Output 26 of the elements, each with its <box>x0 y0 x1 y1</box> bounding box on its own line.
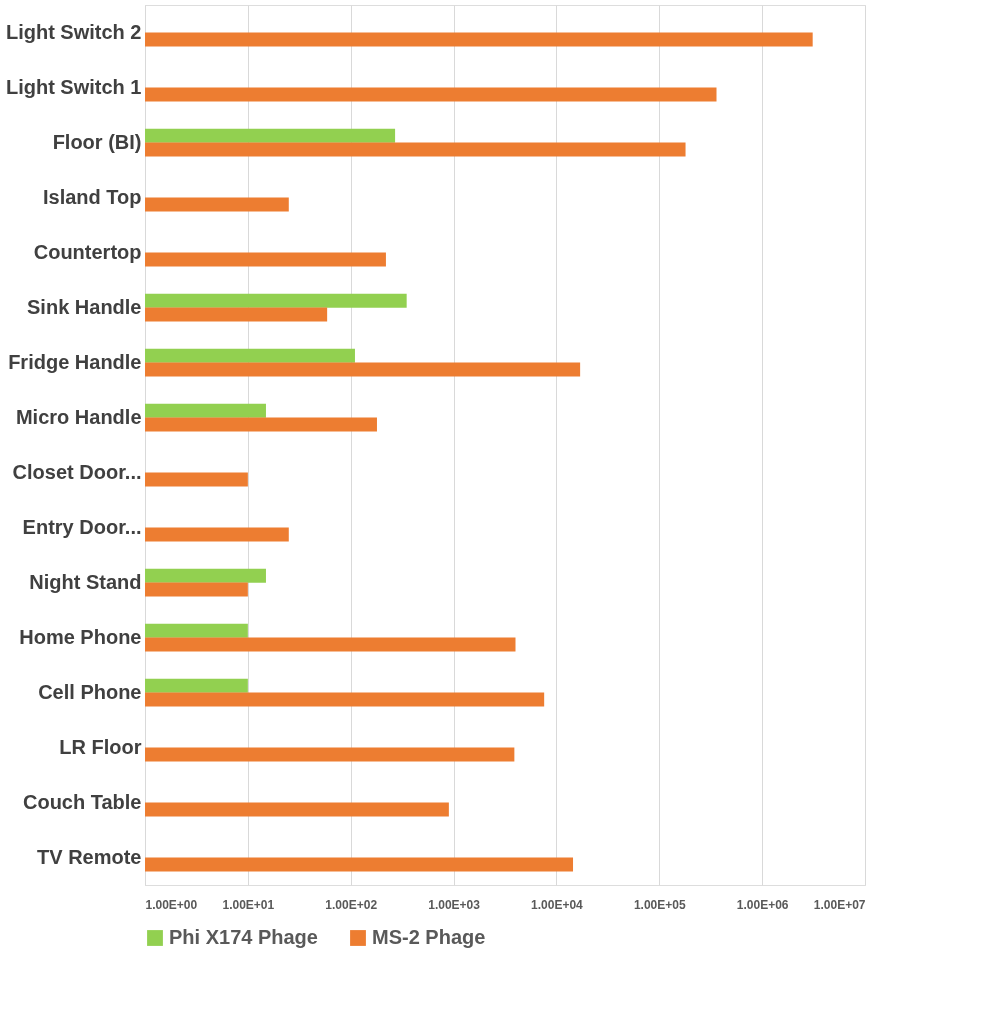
y-tick-label: Home Phone <box>19 625 142 648</box>
y-tick-label: Island Top <box>42 185 142 208</box>
y-tick-label: Entry Door... <box>22 515 142 538</box>
y-tick-label: Night Stand <box>29 570 142 593</box>
x-tick-label: 1.00E+03 <box>428 897 481 912</box>
x-tick-label: 1.00E+02 <box>325 897 378 912</box>
y-tick-label: Floor (BI) <box>52 130 142 153</box>
y-tick-label: Closet Door... <box>12 460 142 483</box>
x-tick-label: 1.00E+00 <box>145 897 198 912</box>
x-tick-label: 1.00E+06 <box>736 897 789 912</box>
y-tick-label: Light Switch 2 <box>5 20 142 43</box>
y-tick-label: Fridge Handle <box>8 350 142 373</box>
y-tick-label: Sink Handle <box>27 295 142 318</box>
y-tick-label: TV Remote <box>37 845 142 868</box>
y-tick-label: Micro Handle <box>15 405 142 428</box>
legend-label: MS-2 Phage <box>372 926 486 948</box>
y-tick-label: Countertop <box>33 240 142 263</box>
legend-label: Phi X174 Phage <box>169 926 318 948</box>
y-tick-label: Cell Phone <box>38 680 142 703</box>
y-tick-label: LR Floor <box>59 735 142 758</box>
y-tick-label: Light Switch 1 <box>5 75 142 98</box>
y-tick-label: Couch Table <box>22 790 142 813</box>
x-tick-label: 1.00E+01 <box>222 897 275 912</box>
x-tick-label: 1.00E+05 <box>633 897 686 912</box>
x-tick-label: 1.00E+07 <box>813 897 866 912</box>
x-tick-label: 1.00E+04 <box>531 897 584 912</box>
